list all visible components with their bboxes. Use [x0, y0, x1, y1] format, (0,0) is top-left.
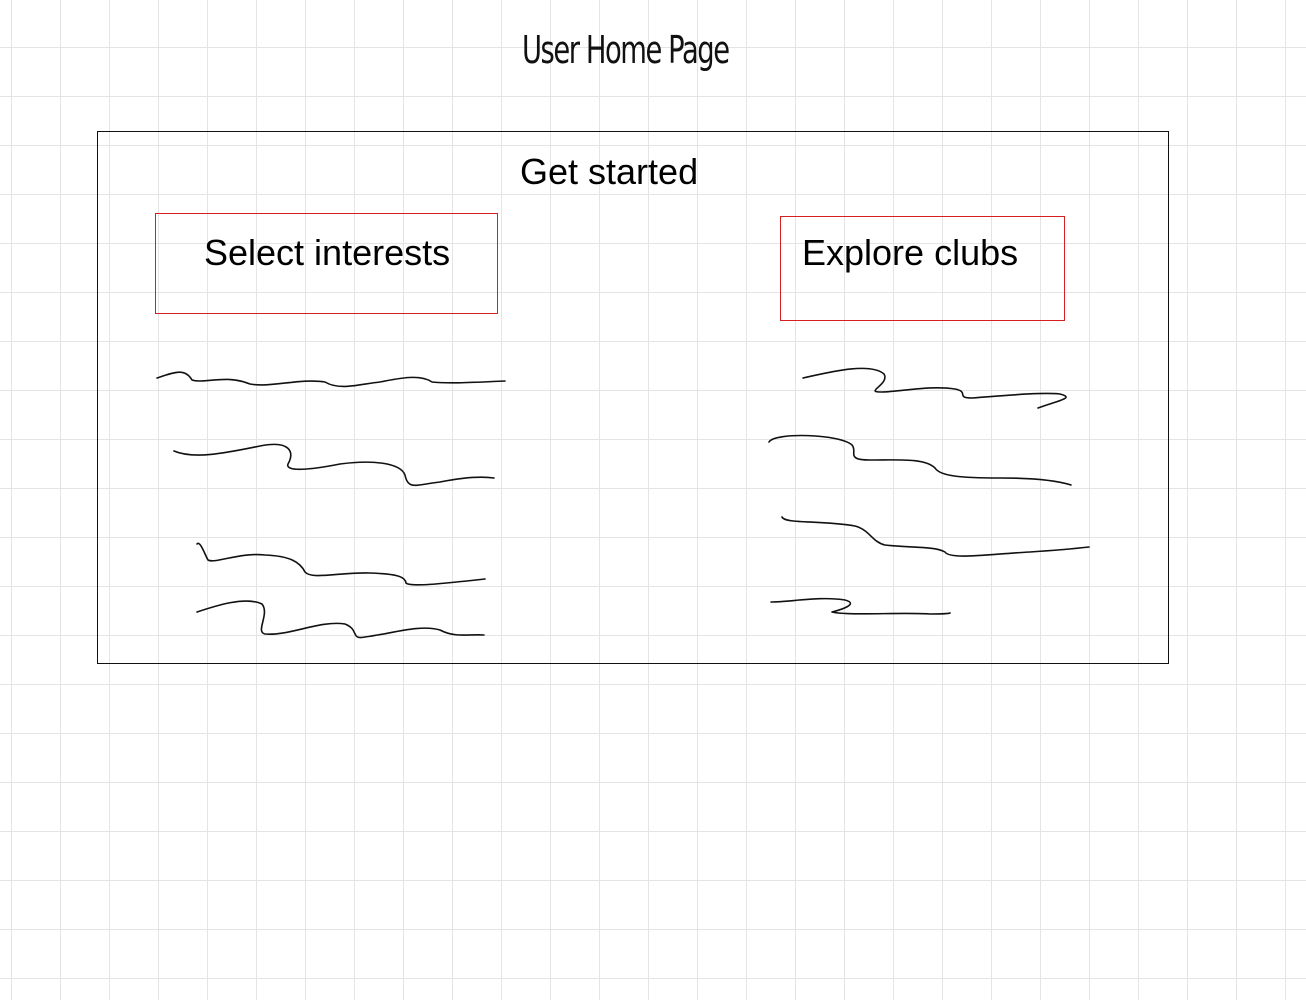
interest-placeholder-line: [196, 600, 485, 639]
explore-clubs-button[interactable]: Explore clubs: [780, 216, 1065, 321]
get-started-panel: [97, 131, 1169, 664]
interest-placeholder-line: [196, 542, 486, 586]
interest-placeholder-line: [156, 371, 506, 388]
page-title: User Home Page: [521, 28, 730, 72]
explore-clubs-label: Explore clubs: [802, 232, 1019, 273]
interest-placeholder-line: [173, 443, 495, 487]
club-placeholder-line: [781, 516, 1090, 557]
section-heading: Get started: [520, 151, 699, 192]
club-placeholder-line: [770, 597, 951, 615]
club-placeholder-line: [768, 434, 1072, 486]
select-interests-button[interactable]: Select interests: [155, 213, 498, 314]
select-interests-label: Select interests: [204, 232, 451, 273]
club-placeholder-line: [802, 367, 1067, 409]
